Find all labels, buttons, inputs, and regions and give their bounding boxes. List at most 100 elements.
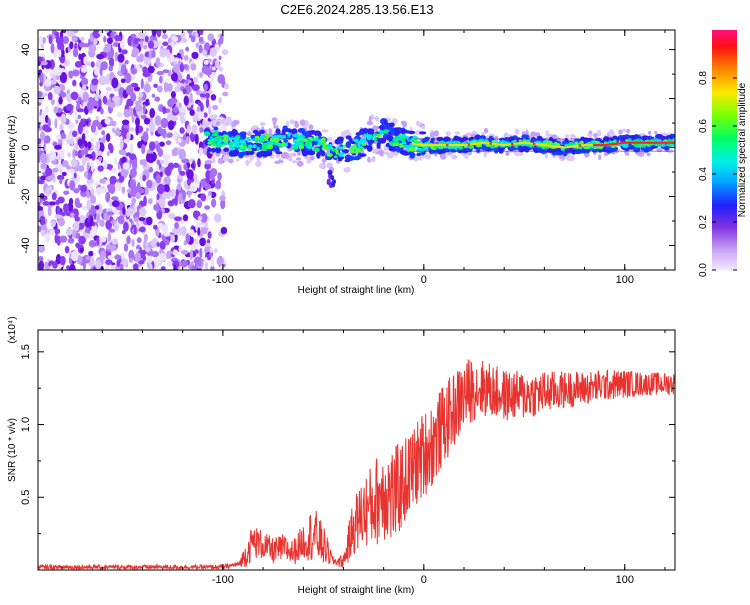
band-body-cell	[345, 135, 352, 140]
noise-cell	[109, 120, 117, 127]
noise-cell	[170, 189, 176, 198]
band-peak-cell	[433, 143, 438, 147]
band-body-cell	[348, 155, 355, 161]
band-halo-cell	[593, 133, 598, 138]
band-halo-cell	[518, 151, 524, 157]
noise-cell	[166, 132, 173, 138]
noise-cell	[129, 143, 134, 154]
noise-cell	[217, 172, 223, 181]
noise-cell	[164, 239, 170, 246]
spectrogram-y-label: Frequency (Hz)	[7, 116, 18, 185]
colorbar-tick-label: 0.2	[698, 215, 709, 229]
noise-cell	[90, 123, 96, 133]
band-peak-cell	[429, 143, 433, 147]
noise-cell	[103, 36, 107, 43]
noise-cell	[109, 183, 116, 195]
band-halo-cell	[247, 131, 252, 137]
band-peak-cell	[532, 142, 536, 146]
noise-cell	[219, 66, 223, 72]
noise-cell	[60, 132, 66, 140]
band-peak-cell	[663, 141, 667, 144]
noise-cell	[153, 224, 158, 230]
band-peak-cell	[554, 145, 558, 148]
band-halo-cell	[296, 160, 304, 167]
band-core-cell	[263, 137, 269, 141]
noise-cell	[144, 35, 149, 43]
snr-panel: -100 0 100 0.5 1.0 1.5 Height of straight lin…	[7, 316, 676, 596]
noise-cell	[105, 91, 109, 98]
noise-cell	[73, 221, 80, 232]
band-halo-cell	[384, 151, 390, 155]
band-peak-cell	[527, 142, 532, 145]
noise-cell	[78, 42, 86, 48]
band-halo-cell	[288, 156, 293, 162]
noise-cell	[181, 249, 189, 255]
band-peak-cell	[667, 141, 672, 144]
noise-cell	[140, 39, 144, 48]
noise-cell	[153, 83, 158, 89]
band-core-cell	[216, 135, 223, 140]
colorbar-ticks: 0.0 0.2 0.4 0.6 0.8	[698, 71, 737, 277]
noise-cell	[144, 240, 149, 247]
noise-cell	[63, 190, 70, 195]
noise-cell	[44, 78, 52, 87]
noise-cell	[166, 261, 173, 267]
band-body-cell	[307, 150, 316, 156]
noise-cell	[120, 257, 129, 267]
band-core-cell	[393, 142, 400, 147]
noise-cell	[178, 149, 186, 160]
noise-cell	[138, 188, 145, 194]
noise-cell	[111, 196, 119, 201]
noise-cell	[189, 92, 193, 103]
noise-cell	[171, 72, 178, 82]
noise-cell	[74, 61, 83, 68]
band-body-cell	[314, 130, 322, 137]
noise-cell	[38, 205, 44, 211]
band-halo-cell	[326, 136, 333, 142]
noise-cell	[209, 170, 216, 181]
band-peak-cell	[626, 141, 631, 144]
noise-cell	[134, 252, 141, 263]
noise-cell	[203, 221, 208, 229]
band-halo-cell	[367, 156, 371, 163]
band-body-cell	[321, 150, 326, 157]
band-core-cell	[217, 139, 222, 144]
x-tick-label: 100	[616, 574, 634, 586]
band-core-cell	[326, 153, 333, 157]
noise-cell	[47, 118, 51, 128]
noise-cell	[187, 199, 196, 209]
y-tick-label: -40	[20, 238, 32, 254]
noise-cell	[174, 195, 178, 207]
noise-cell	[129, 168, 137, 178]
noise-cell	[195, 42, 200, 48]
noise-cell	[102, 160, 108, 170]
band-core-cell	[498, 140, 505, 144]
noise-cell	[66, 265, 70, 270]
noise-cell	[157, 39, 162, 47]
band-core-cell	[254, 135, 260, 139]
noise-cell	[182, 190, 187, 201]
noise-cell	[201, 65, 209, 74]
band-body-cell	[231, 149, 239, 156]
noise-cell	[205, 242, 211, 247]
noise-cell	[70, 91, 79, 101]
noise-cell	[61, 30, 67, 34]
noise-cell	[49, 150, 57, 161]
noise-cell	[85, 232, 90, 238]
noise-cell	[45, 114, 49, 124]
noise-cell	[55, 36, 64, 45]
noise-cell	[88, 240, 97, 248]
noise-cell	[196, 200, 203, 209]
band-body-cell	[399, 150, 408, 155]
band-core-cell	[350, 148, 355, 154]
noise-cell	[38, 260, 44, 270]
noise-cell	[143, 117, 151, 125]
noise-cell	[82, 140, 88, 145]
noise-cell	[213, 248, 218, 253]
band-body-cell	[650, 144, 656, 150]
noise-cell	[55, 254, 62, 265]
band-core-cell	[207, 141, 212, 145]
band-core-cell	[408, 147, 416, 152]
noise-cell	[121, 49, 128, 55]
band-body-cell	[378, 125, 384, 129]
